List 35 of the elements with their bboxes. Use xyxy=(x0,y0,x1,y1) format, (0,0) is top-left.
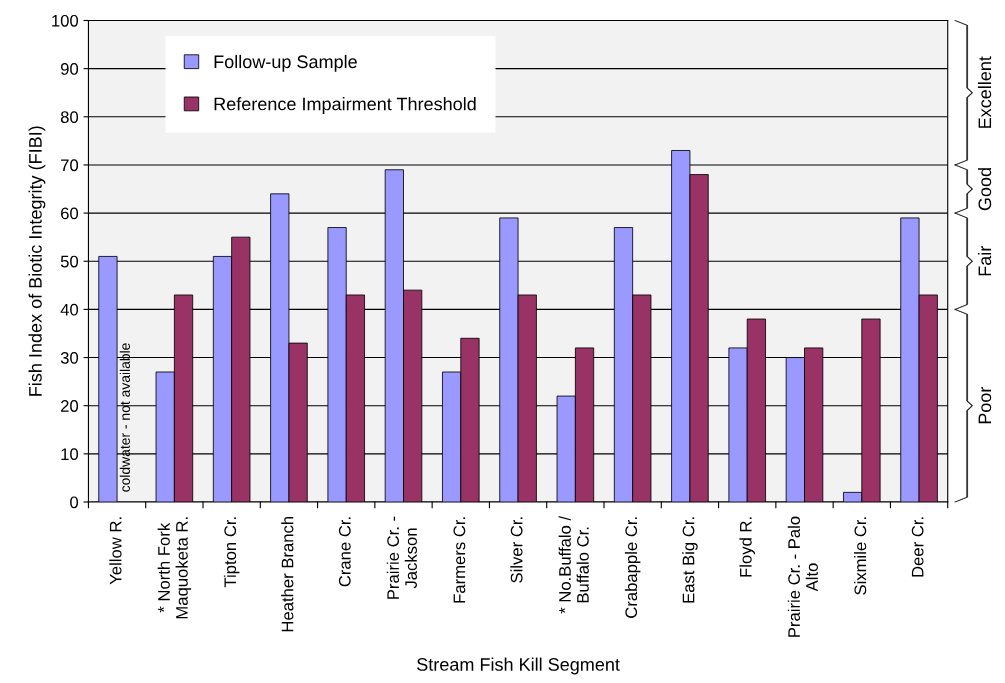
x-tick-label: Deer Cr. xyxy=(911,517,924,577)
y-tick-label: 20 xyxy=(61,400,79,412)
y-tick-label: 70 xyxy=(61,159,79,172)
y-tick-label: 80 xyxy=(60,111,79,123)
legend-label: Follow-up Sample xyxy=(214,54,357,72)
band-label: Good xyxy=(977,168,992,211)
x-tick-label: Tipton Cr. xyxy=(223,517,240,588)
x-tick-label: East Big Cr. xyxy=(682,517,698,603)
x-tick-label: Sixmile Cr. xyxy=(854,517,867,595)
x-tick-label: Farmers Cr. xyxy=(453,517,466,603)
x-tick-label: Prairie Cr. - Palo Alto xyxy=(787,516,818,637)
x-tick-label: Prairie Cr. - Jackson xyxy=(386,516,417,599)
legend-label: Reference Impairment Threshold xyxy=(214,97,476,114)
annotation: coldwater - not available xyxy=(119,343,130,492)
band-label: Excellent xyxy=(977,56,992,128)
x-tick-label: Heather Branch xyxy=(281,516,294,632)
y-tick-label: 0 xyxy=(70,496,79,509)
y-tick-label: 100 xyxy=(52,14,79,27)
band-label: Fair xyxy=(977,246,992,276)
y-axis-title: Fish Index of Biotic Integrity (FIBI) xyxy=(28,126,46,396)
y-tick-label: 90 xyxy=(60,63,79,75)
x-tick-label: Yellow R. xyxy=(109,517,122,585)
x-tick-label: * No.Buffalo / Buffalo Cr. xyxy=(558,515,589,614)
y-tick-label: 30 xyxy=(60,351,79,364)
y-tick-label: 50 xyxy=(60,255,79,268)
x-tick-label: Crabapple Cr. xyxy=(624,517,641,618)
x-tick-label: * North Fork Maquoketa R. xyxy=(157,517,192,619)
y-tick-label: 10 xyxy=(61,448,79,461)
y-tick-label: 40 xyxy=(60,303,79,316)
band-label: Poor xyxy=(978,386,992,424)
x-tick-label: Crane Cr. xyxy=(338,517,351,587)
y-tick-label: 60 xyxy=(61,207,79,220)
x-tick-label: Floyd R. xyxy=(739,517,755,577)
x-axis-title: Stream Fish Kill Segment xyxy=(417,657,620,675)
x-tick-label: Silver Cr. xyxy=(510,517,523,583)
